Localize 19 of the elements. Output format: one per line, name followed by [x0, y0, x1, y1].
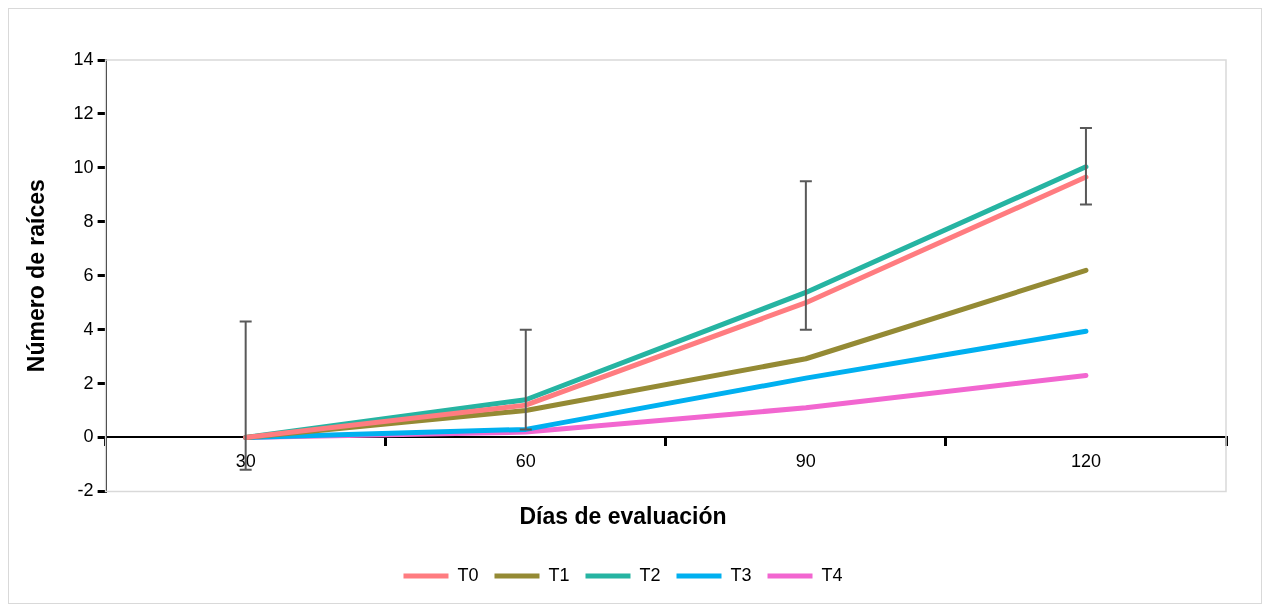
- x-axis-title: Días de evaluación: [519, 502, 727, 529]
- y-tick-label: 12: [73, 102, 94, 123]
- x-tick-label: 90: [795, 451, 816, 472]
- y-tick-label: 0: [83, 426, 94, 447]
- legend-label: T2: [639, 564, 661, 585]
- y-tick-label: 14: [73, 48, 94, 69]
- y-tick-label: 10: [73, 156, 94, 177]
- y-tick-label: 2: [83, 372, 94, 393]
- x-tick-label: 120: [1070, 451, 1101, 472]
- x-tick-label: 60: [515, 451, 536, 472]
- y-tick-label: -2: [77, 480, 94, 501]
- legend-label: T4: [821, 564, 843, 585]
- y-tick-label: 6: [83, 264, 94, 285]
- legend-label: T0: [457, 564, 479, 585]
- y-tick-label: 8: [83, 210, 94, 231]
- legend-label: T3: [730, 564, 752, 585]
- legend-label: T1: [548, 564, 570, 585]
- y-axis-title: Número de raíces: [23, 179, 50, 373]
- y-tick-label: 4: [83, 318, 94, 339]
